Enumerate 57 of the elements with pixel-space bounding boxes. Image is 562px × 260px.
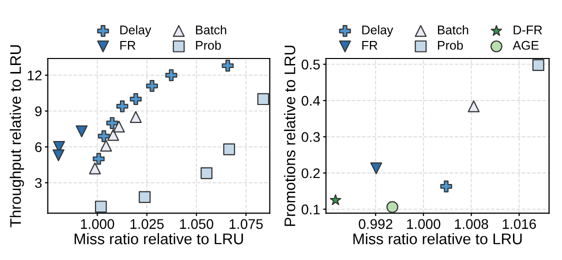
point bbox=[165, 69, 178, 82]
x-tick-label: 1.025 bbox=[130, 219, 164, 229]
point bbox=[116, 100, 128, 112]
y-tick-label: 6 bbox=[35, 142, 42, 152]
y-tick-label: 0.2 bbox=[302, 168, 320, 178]
legend-label: FR bbox=[362, 41, 378, 50]
point bbox=[52, 149, 64, 162]
y-tick-label: 0.3 bbox=[302, 132, 320, 142]
y-tick-label: 12 bbox=[28, 70, 42, 80]
point bbox=[98, 130, 110, 142]
x-axis-title: Miss ratio relative to LRU bbox=[353, 233, 522, 244]
point bbox=[92, 152, 105, 165]
x-axis-title: Miss ratio relative to LRU bbox=[74, 233, 243, 244]
point bbox=[386, 201, 398, 213]
y-axis-title: Throughput relative to LRU bbox=[10, 45, 24, 228]
legend-label: D-FR bbox=[514, 26, 542, 34]
point bbox=[370, 162, 382, 174]
legend-label: Batch bbox=[438, 25, 468, 34]
x-tick-label: 1.000 bbox=[407, 219, 440, 229]
y-tick-label: 0.5 bbox=[302, 60, 320, 70]
point bbox=[107, 129, 120, 141]
x-tick-label: 1.016 bbox=[502, 219, 536, 229]
legend-label: Prob bbox=[196, 40, 221, 50]
y-tick-label: 0.4 bbox=[302, 96, 320, 106]
point bbox=[257, 93, 270, 106]
point bbox=[100, 140, 112, 152]
point bbox=[106, 117, 118, 129]
x-tick-label: 1.075 bbox=[230, 219, 263, 229]
point bbox=[130, 111, 142, 123]
y-tick-label: 3 bbox=[35, 178, 42, 188]
point bbox=[223, 143, 236, 156]
x-tick-label: 0.992 bbox=[358, 219, 392, 229]
legend-label: Delay bbox=[120, 25, 152, 37]
point bbox=[468, 100, 480, 112]
point bbox=[200, 167, 212, 180]
point bbox=[146, 80, 158, 92]
legend-label: Batch bbox=[196, 25, 226, 34]
x-tick-label: 1.050 bbox=[180, 219, 214, 229]
point bbox=[440, 180, 452, 192]
y-axis-title: Promotions relative to LRU bbox=[284, 46, 296, 226]
point bbox=[94, 200, 107, 213]
point bbox=[138, 191, 151, 204]
point bbox=[532, 59, 544, 71]
legend-label: AGE bbox=[512, 40, 539, 50]
point bbox=[89, 162, 101, 174]
point bbox=[130, 93, 142, 106]
x-tick-label: 1.000 bbox=[81, 219, 114, 229]
point bbox=[330, 194, 342, 206]
x-tick-label: 1.008 bbox=[454, 219, 488, 229]
point bbox=[112, 120, 125, 133]
legend-label: FR bbox=[120, 41, 136, 50]
legend-label: Delay bbox=[362, 25, 394, 37]
point bbox=[76, 125, 88, 138]
legend-label: Prob bbox=[438, 40, 463, 50]
point bbox=[222, 60, 234, 72]
y-tick-label: 9 bbox=[35, 106, 42, 116]
y-tick-label: 0.1 bbox=[302, 204, 320, 214]
